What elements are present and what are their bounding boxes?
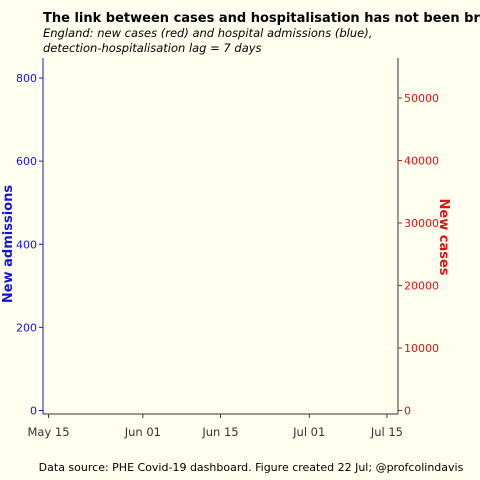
right-tick-label: 20000	[404, 280, 439, 293]
x-tick-label: Jun 15	[201, 425, 238, 439]
x-tick-label: May 15	[28, 425, 70, 439]
left-tick-label: 600	[16, 155, 37, 168]
right-tick-label: 30000	[404, 217, 439, 230]
right-tick-label: 50000	[404, 92, 439, 105]
chart-subtitle-line-1: England: new cases (red) and hospital ad…	[43, 26, 372, 40]
left-tick-label: 0	[30, 405, 37, 418]
left-tick-label: 800	[16, 72, 37, 85]
x-tick-label: Jul 01	[292, 425, 325, 439]
chart-caption: Data source: PHE Covid-19 dashboard. Fig…	[39, 461, 464, 474]
left-tick-label: 400	[16, 238, 37, 251]
left-tick-label: 200	[16, 321, 37, 334]
left-axis-label: New admissions	[1, 185, 16, 303]
axes-group: 0 200 400 600 800 0 10000 20000 30000 40000 50000 M…	[16, 58, 439, 439]
chart-subtitle-line-2: detection-hospitalisation lag = 7 days	[43, 41, 262, 55]
right-tick-label: 0	[404, 405, 411, 418]
right-axis-label: New cases	[436, 198, 451, 275]
right-tick-label: 10000	[404, 342, 439, 355]
x-tick-label: Jul 15	[370, 425, 403, 439]
chart-title: The link between cases and hospitalisati…	[43, 11, 480, 26]
right-tick-label: 40000	[404, 155, 439, 168]
x-tick-label: Jun 01	[124, 425, 161, 439]
